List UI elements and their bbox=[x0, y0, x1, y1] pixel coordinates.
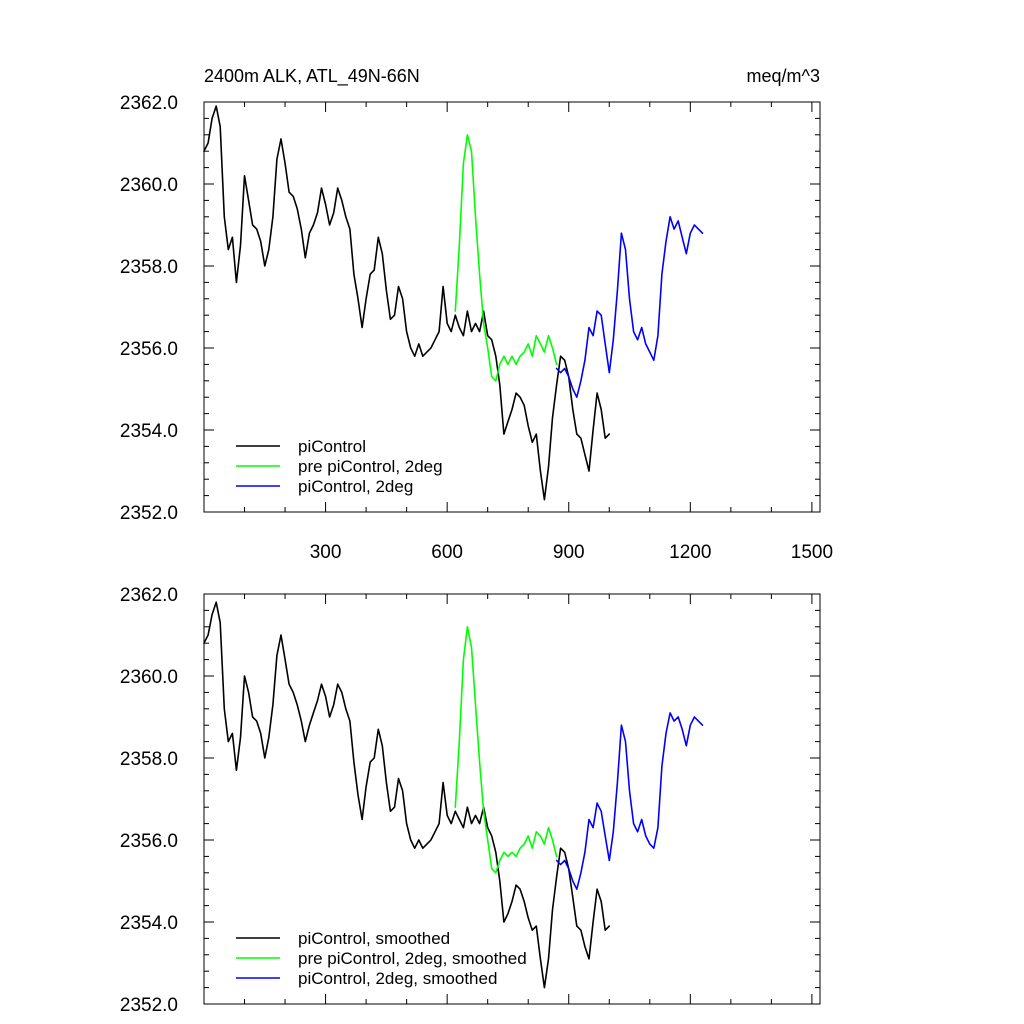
y-tick-label: 2360.0 bbox=[120, 667, 178, 688]
panel-title: 2400m ALK, ATL_49N-66N bbox=[204, 66, 420, 87]
series-line-1 bbox=[454, 626, 558, 874]
y-tick-label: 2360.0 bbox=[120, 175, 178, 196]
top-panel: 2400m ALK, ATL_49N-66N meq/m^3 300 600 900… bbox=[120, 66, 833, 563]
y-tick-label: 2362.0 bbox=[120, 93, 178, 114]
plot-marks bbox=[203, 601, 704, 989]
series-line-0 bbox=[203, 601, 611, 989]
x-tick-label: 1500 bbox=[791, 542, 833, 563]
legend-label: pre piControl, 2deg, smoothed bbox=[298, 949, 527, 968]
bottom-panel: 2352.0 2354.0 2356.0 2358.0 2360.0 2362.0 piC… bbox=[120, 585, 821, 1016]
units-label: meq/m^3 bbox=[747, 66, 820, 86]
axis-ticks: 300 600 900 1200 1500 2352.0 2354.0 2356.0 2358.… bbox=[120, 93, 833, 563]
y-tick-label: 2356.0 bbox=[120, 831, 178, 852]
plot-marks bbox=[203, 105, 704, 501]
plot-frame bbox=[203, 101, 821, 513]
legend-label: piControl bbox=[298, 437, 366, 456]
x-tick-label: 300 bbox=[310, 542, 342, 563]
axis-ticks: 2352.0 2354.0 2356.0 2358.0 2360.0 2362.0 bbox=[120, 585, 820, 1016]
y-tick-label: 2352.0 bbox=[120, 503, 178, 524]
x-tick-label: 600 bbox=[431, 542, 463, 563]
y-tick-label: 2358.0 bbox=[120, 257, 178, 278]
y-tick-label: 2354.0 bbox=[120, 913, 178, 934]
legend-label: piControl, smoothed bbox=[298, 929, 450, 948]
y-tick-label: 2352.0 bbox=[120, 995, 178, 1016]
y-tick-label: 2356.0 bbox=[120, 339, 178, 360]
x-tick-label: 900 bbox=[553, 542, 585, 563]
series-line-1 bbox=[454, 134, 558, 382]
legend-label: piControl, 2deg, smoothed bbox=[298, 969, 497, 988]
legend-label: piControl, 2deg bbox=[298, 477, 413, 496]
legend-label: pre piControl, 2deg bbox=[298, 457, 443, 476]
series-line-2 bbox=[555, 712, 704, 890]
series-line-0 bbox=[203, 105, 611, 501]
y-tick-label: 2354.0 bbox=[120, 421, 178, 442]
plot-frame bbox=[203, 593, 821, 1005]
y-tick-label: 2358.0 bbox=[120, 749, 178, 770]
y-tick-label: 2362.0 bbox=[120, 585, 178, 606]
series-line-2 bbox=[555, 216, 704, 398]
x-tick-label: 1200 bbox=[669, 542, 711, 563]
